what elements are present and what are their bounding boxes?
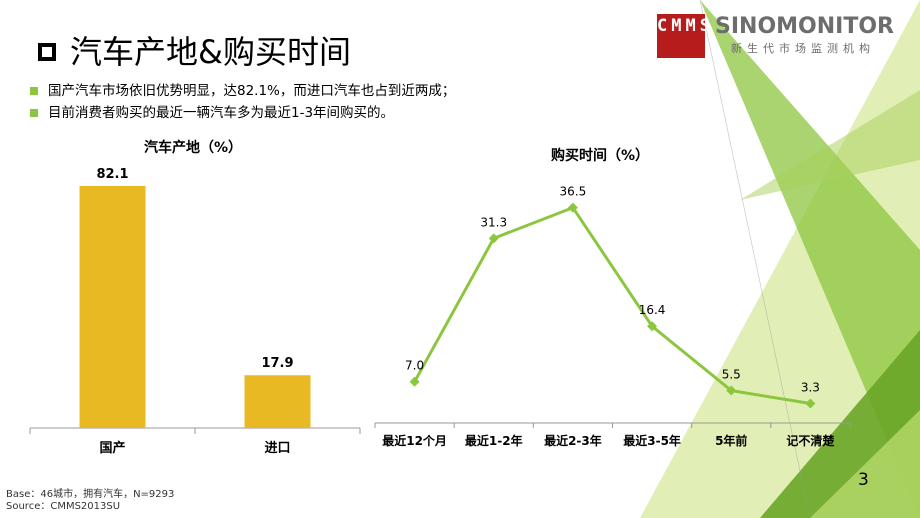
point-data-label: 16.4 <box>639 303 666 317</box>
point-data-label: 31.3 <box>480 215 507 229</box>
point-data-label: 5.5 <box>722 368 741 382</box>
page-title: 汽车产地&购买时间 <box>38 30 351 74</box>
bullet-text: 目前消费者购买的最近一辆汽车多为最近1-3年间购买的。 <box>48 105 395 121</box>
bullet-item: 目前消费者购买的最近一辆汽车多为最近1-3年间购买的。 <box>30 102 455 124</box>
line-chart-title: 购买时间（%） <box>551 148 650 164</box>
logo-name: SINOMONITOR <box>715 14 894 39</box>
x-tick-label: 进口 <box>264 441 290 456</box>
square-bullet-icon <box>30 87 38 95</box>
source-note: Source：CMMS2013SU <box>6 501 121 512</box>
data-point <box>726 385 737 396</box>
page-number: 3 <box>858 470 869 490</box>
logo: CMMS SINOMONITOR 新生代市场监测机构 <box>657 14 907 60</box>
point-data-label: 7.0 <box>405 359 424 373</box>
x-tick-label: 5年前 <box>715 433 747 448</box>
data-point <box>567 202 578 213</box>
x-tick-label: 国产 <box>99 440 125 456</box>
bar <box>79 186 146 428</box>
x-tick-label: 最近2-3年 <box>544 433 602 448</box>
point-data-label: 36.5 <box>560 185 587 199</box>
logo-mark: CMMS <box>657 14 710 58</box>
x-tick-label: 记不清楚 <box>786 433 835 448</box>
square-bullet-icon <box>38 43 56 61</box>
x-tick-label: 最近3-5年 <box>623 433 681 448</box>
base-note: Base：46城市，拥有汽车，N=9293 <box>6 489 175 500</box>
x-tick-label: 最近12个月 <box>382 433 447 448</box>
square-bullet-icon <box>30 109 38 117</box>
point-data-label: 3.3 <box>801 381 820 395</box>
data-point <box>647 321 658 332</box>
bullet-list: 国产汽车市场依旧优势明显，达82.1%，而进口汽车也占到近两成； 目前消费者购买… <box>30 80 455 124</box>
bullet-text: 国产汽车市场依旧优势明显，达82.1%，而进口汽车也占到近两成； <box>48 83 456 99</box>
page-title-text: 汽车产地&购买时间 <box>70 33 351 71</box>
data-point <box>409 376 420 387</box>
bar <box>244 375 311 428</box>
data-point <box>805 398 816 409</box>
bullet-item: 国产汽车市场依旧优势明显，达82.1%，而进口汽车也占到近两成； <box>30 80 455 102</box>
bar-data-label: 17.9 <box>261 356 293 371</box>
logo-subtitle: 新生代市场监测机构 <box>731 42 875 55</box>
bar-chart-title: 汽车产地（%） <box>144 140 243 156</box>
data-point <box>488 233 499 244</box>
x-tick-label: 最近1-2年 <box>465 433 523 448</box>
footnote: Base：46城市，拥有汽车，N=9293 Source：CMMS2013SU <box>6 489 174 513</box>
series-line <box>413 205 811 406</box>
bar-data-label: 82.1 <box>96 167 128 182</box>
